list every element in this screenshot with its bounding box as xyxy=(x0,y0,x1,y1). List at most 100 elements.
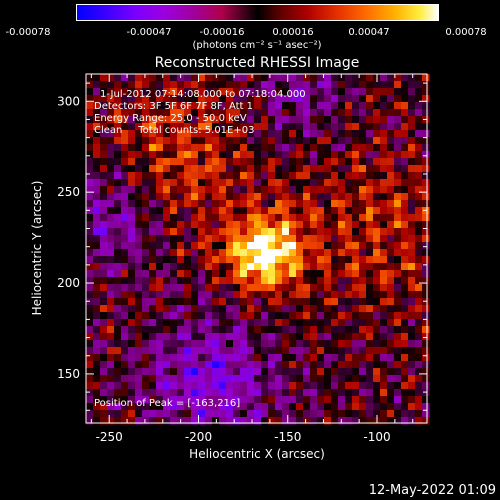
heatmap-cell xyxy=(184,95,192,103)
heatmap-cell xyxy=(226,165,234,173)
heatmap-cell xyxy=(219,263,227,271)
heatmap-cell xyxy=(135,396,143,404)
heatmap-cell xyxy=(331,228,339,236)
heatmap-cell xyxy=(184,389,192,397)
heatmap-cell xyxy=(93,200,101,208)
heatmap-cell xyxy=(114,417,122,425)
heatmap-cell xyxy=(212,277,220,285)
heatmap-cell xyxy=(275,102,283,110)
heatmap-cell xyxy=(394,109,402,117)
heatmap-cell xyxy=(394,95,402,103)
heatmap-cell xyxy=(422,417,430,425)
heatmap-cell xyxy=(86,277,94,285)
heatmap-cell xyxy=(415,417,423,425)
heatmap-cell xyxy=(401,228,409,236)
heatmap-cell xyxy=(226,228,234,236)
heatmap-cell xyxy=(401,193,409,201)
heatmap-cell xyxy=(303,340,311,348)
heatmap-cell xyxy=(352,130,360,138)
heatmap-cell xyxy=(422,81,430,89)
heatmap-cell xyxy=(282,312,290,320)
heatmap-cell xyxy=(324,298,332,306)
heatmap-cell xyxy=(121,375,129,383)
heatmap-cell xyxy=(324,172,332,180)
heatmap-cell xyxy=(296,221,304,229)
heatmap-cell xyxy=(149,144,157,152)
heatmap-cell xyxy=(86,256,94,264)
heatmap-cell xyxy=(93,270,101,278)
heatmap-cell xyxy=(268,403,276,411)
heatmap-cell xyxy=(191,130,199,138)
heatmap-cell xyxy=(296,340,304,348)
heatmap-cell xyxy=(359,305,367,313)
heatmap-cell xyxy=(205,193,213,201)
heatmap-cell xyxy=(317,410,325,418)
heatmap-cell xyxy=(324,361,332,369)
heatmap-cell xyxy=(394,221,402,229)
heatmap-cell xyxy=(408,179,416,187)
heatmap-cell xyxy=(86,200,94,208)
heatmap-cell xyxy=(247,81,255,89)
heatmap-cell xyxy=(135,298,143,306)
heatmap-cell xyxy=(296,123,304,131)
heatmap-cell xyxy=(177,200,185,208)
heatmap-cell xyxy=(394,298,402,306)
heatmap-cell xyxy=(142,207,150,215)
heatmap-cell xyxy=(170,354,178,362)
heatmap-cell xyxy=(135,123,143,131)
heatmap-cell xyxy=(366,109,374,117)
heatmap-cell xyxy=(191,291,199,299)
heatmap-cell xyxy=(401,270,409,278)
heatmap-cell xyxy=(415,340,423,348)
heatmap-cell xyxy=(380,319,388,327)
heatmap-cell xyxy=(100,242,108,250)
heatmap-cell xyxy=(205,81,213,89)
heatmap-cell xyxy=(415,291,423,299)
heatmap-cell xyxy=(289,361,297,369)
heatmap-cell xyxy=(163,172,171,180)
heatmap-cell xyxy=(114,340,122,348)
heatmap-cell xyxy=(373,137,381,145)
heatmap-cell xyxy=(156,382,164,390)
heatmap-cell xyxy=(198,109,206,117)
heatmap-cell xyxy=(121,179,129,187)
heatmap-cell xyxy=(310,165,318,173)
heatmap-cell xyxy=(219,347,227,355)
heatmap-cell xyxy=(289,200,297,208)
heatmap-cell xyxy=(191,382,199,390)
heatmap-cell xyxy=(415,361,423,369)
heatmap-cell xyxy=(93,74,101,82)
heatmap-cell xyxy=(198,403,206,411)
heatmap-cell xyxy=(366,242,374,250)
heatmap-cell xyxy=(170,172,178,180)
heatmap-cell xyxy=(226,354,234,362)
heatmap-cell xyxy=(205,228,213,236)
heatmap-cell xyxy=(415,403,423,411)
heatmap-cell xyxy=(247,235,255,243)
heatmap-cell xyxy=(296,354,304,362)
heatmap-cell xyxy=(247,410,255,418)
heatmap-cell xyxy=(226,263,234,271)
heatmap-cell xyxy=(422,109,430,117)
heatmap-cell xyxy=(310,305,318,313)
heatmap-cell xyxy=(142,291,150,299)
heatmap-cell xyxy=(296,305,304,313)
heatmap-cell xyxy=(275,200,283,208)
heatmap-cell xyxy=(135,242,143,250)
heatmap-cell xyxy=(408,123,416,131)
heatmap-cell xyxy=(205,116,213,124)
heatmap-cell xyxy=(282,354,290,362)
heatmap-cell xyxy=(338,193,346,201)
heatmap-cell xyxy=(184,326,192,334)
heatmap-cell xyxy=(415,116,423,124)
heatmap-cell xyxy=(373,256,381,264)
heatmap-cell xyxy=(422,270,430,278)
heatmap-cell xyxy=(100,116,108,124)
heatmap-cell xyxy=(275,123,283,131)
heatmap-cell xyxy=(226,81,234,89)
heatmap-cell xyxy=(170,221,178,229)
heatmap-cell xyxy=(394,74,402,82)
heatmap-cell xyxy=(219,333,227,341)
heatmap-cell xyxy=(422,319,430,327)
heatmap-cell xyxy=(352,298,360,306)
